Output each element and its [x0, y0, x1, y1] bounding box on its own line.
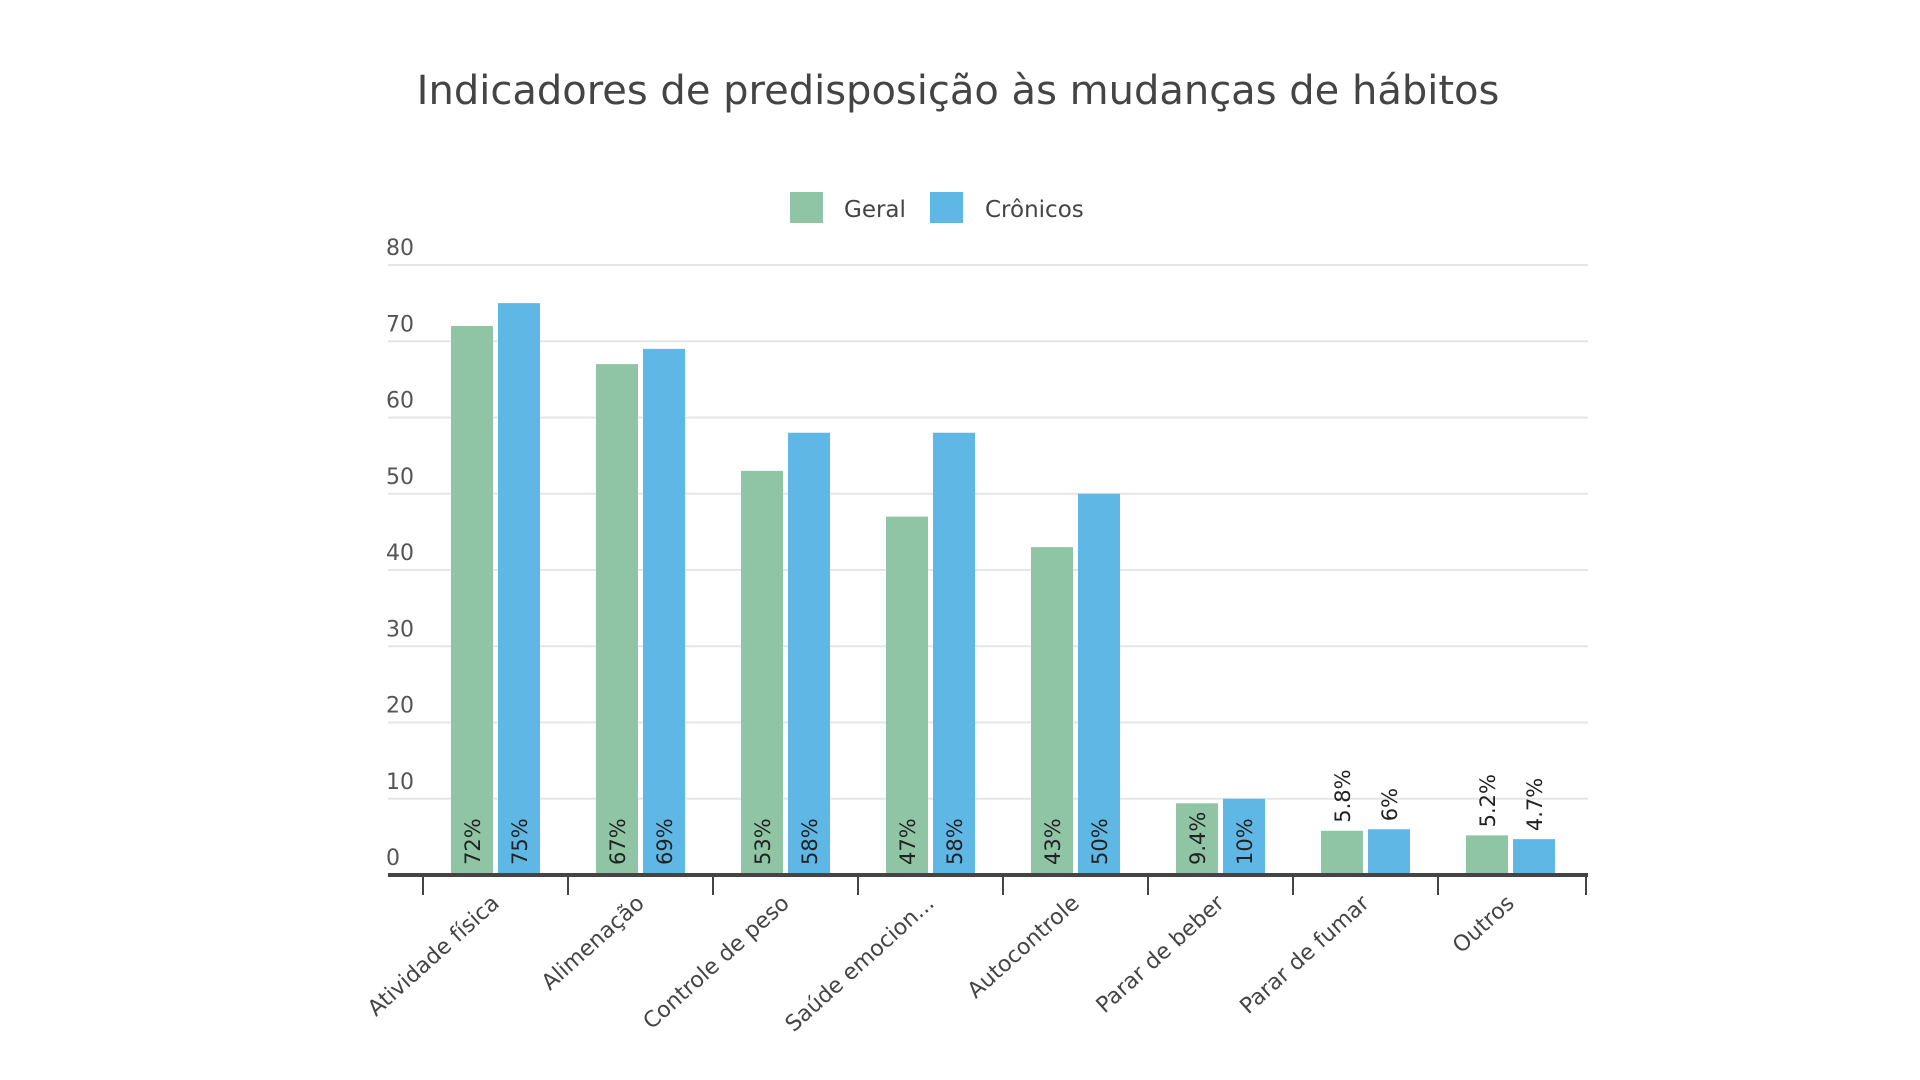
y-tick-label: 70	[386, 312, 414, 337]
data-label: 5.8%	[1331, 769, 1355, 822]
data-label: 50%	[1088, 818, 1112, 865]
legend-label-geral: Geral	[844, 197, 906, 223]
data-label: 5.2%	[1476, 774, 1500, 827]
bar-cronicos	[933, 432, 975, 875]
bar-geral	[451, 326, 493, 875]
data-label: 6%	[1378, 788, 1402, 821]
x-tick-label: Controle de peso	[639, 891, 795, 1035]
data-label: 58%	[798, 818, 822, 865]
bar-cronicos	[1513, 839, 1555, 875]
chart-title: Indicadores de predisposição às mudanças…	[416, 68, 1500, 114]
bar-geral	[886, 516, 928, 875]
y-tick-label: 60	[386, 389, 414, 414]
bar-cronicos	[788, 432, 830, 875]
y-tick-label: 50	[386, 465, 414, 490]
bar-geral	[1176, 803, 1218, 875]
y-tick-label: 10	[386, 770, 414, 795]
bar-geral	[741, 470, 783, 875]
bar-geral	[1466, 835, 1508, 875]
x-tick-label: Outros	[1448, 891, 1519, 959]
bar-cronicos	[1368, 829, 1410, 875]
bar-cronicos	[498, 303, 540, 875]
y-tick-label: 30	[386, 617, 414, 642]
data-label: 72%	[461, 818, 485, 865]
x-tick-label: Atividade física	[363, 891, 504, 1022]
data-label: 58%	[943, 818, 967, 865]
bar-geral	[596, 364, 638, 875]
legend-label-cronicos: Crônicos	[985, 197, 1084, 223]
data-label: 67%	[606, 818, 630, 865]
legend-swatch-geral	[790, 192, 823, 223]
bar-geral	[1321, 830, 1363, 875]
data-label: 47%	[896, 818, 920, 865]
y-tick-label: 40	[386, 541, 414, 566]
data-label: 43%	[1041, 818, 1065, 865]
x-tick-label: Autocontrole	[963, 891, 1084, 1004]
bar-cronicos	[643, 348, 685, 875]
x-tick-label: Saúde emocion...	[781, 891, 940, 1037]
data-label: 10%	[1233, 818, 1257, 865]
y-tick-label: 0	[386, 846, 400, 871]
legend-swatch-cronicos	[930, 192, 963, 223]
y-tick-label: 20	[386, 694, 414, 719]
bar-cronicos	[1078, 493, 1120, 875]
data-label: 9.4%	[1186, 812, 1210, 865]
bar-cronicos	[1223, 798, 1265, 875]
data-label: 53%	[751, 818, 775, 865]
y-tick-label: 80	[386, 236, 414, 261]
data-label: 75%	[508, 818, 532, 865]
x-tick-label: Alimenação	[537, 891, 649, 996]
data-label: 4.7%	[1523, 778, 1547, 831]
bar-geral	[1031, 547, 1073, 875]
data-label: 69%	[653, 818, 677, 865]
x-tick-label: Parar de beber	[1092, 890, 1230, 1018]
x-tick-label: Parar de fumar	[1236, 890, 1376, 1019]
